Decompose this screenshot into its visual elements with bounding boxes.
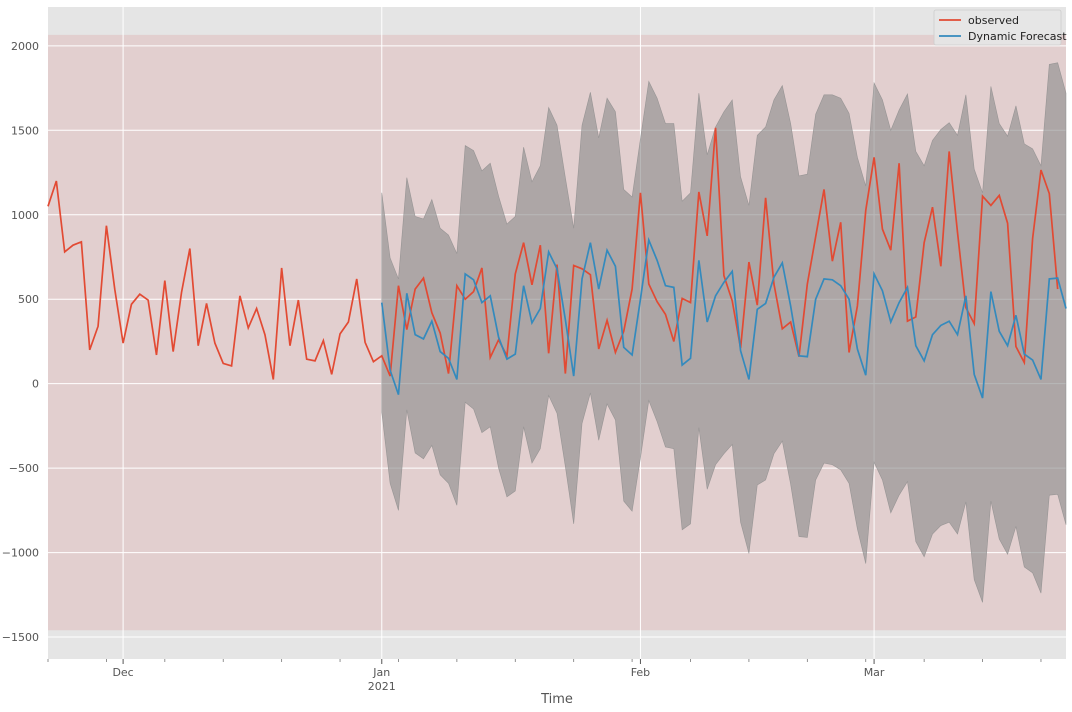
y-tick-label: 500 bbox=[18, 293, 39, 306]
y-axis-ticks: −1500 −1000 −500 0 500 1000 1500 2000 bbox=[2, 40, 39, 644]
x-axis-title: Time bbox=[540, 692, 573, 707]
confidence-band bbox=[381, 62, 1067, 603]
y-tick-label: −1500 bbox=[2, 631, 39, 644]
x-tick-sublabel: 2021 bbox=[368, 680, 396, 693]
observed-line bbox=[47, 127, 1059, 380]
y-tick-label: 2000 bbox=[11, 40, 39, 53]
legend-label-dynamic-forecast: Dynamic Forecast bbox=[968, 30, 1067, 43]
y-tick-label: 1500 bbox=[11, 124, 39, 137]
legend: observed Dynamic Forecast bbox=[933, 9, 1067, 46]
y-tick-label: 1000 bbox=[11, 209, 39, 222]
dynamic-forecast-line bbox=[380, 236, 1067, 399]
y-tick-label: 0 bbox=[32, 378, 39, 391]
x-tick-label: Jan bbox=[372, 666, 390, 679]
y-tick-label: −1000 bbox=[2, 547, 39, 560]
y-tick-label: −500 bbox=[9, 462, 39, 475]
x-tick-label: Dec bbox=[112, 666, 133, 679]
x-tick-label: Mar bbox=[864, 666, 885, 679]
legend-box bbox=[933, 9, 1062, 46]
legend-label-observed: observed bbox=[968, 14, 1019, 27]
x-tick-label: Feb bbox=[631, 666, 650, 679]
